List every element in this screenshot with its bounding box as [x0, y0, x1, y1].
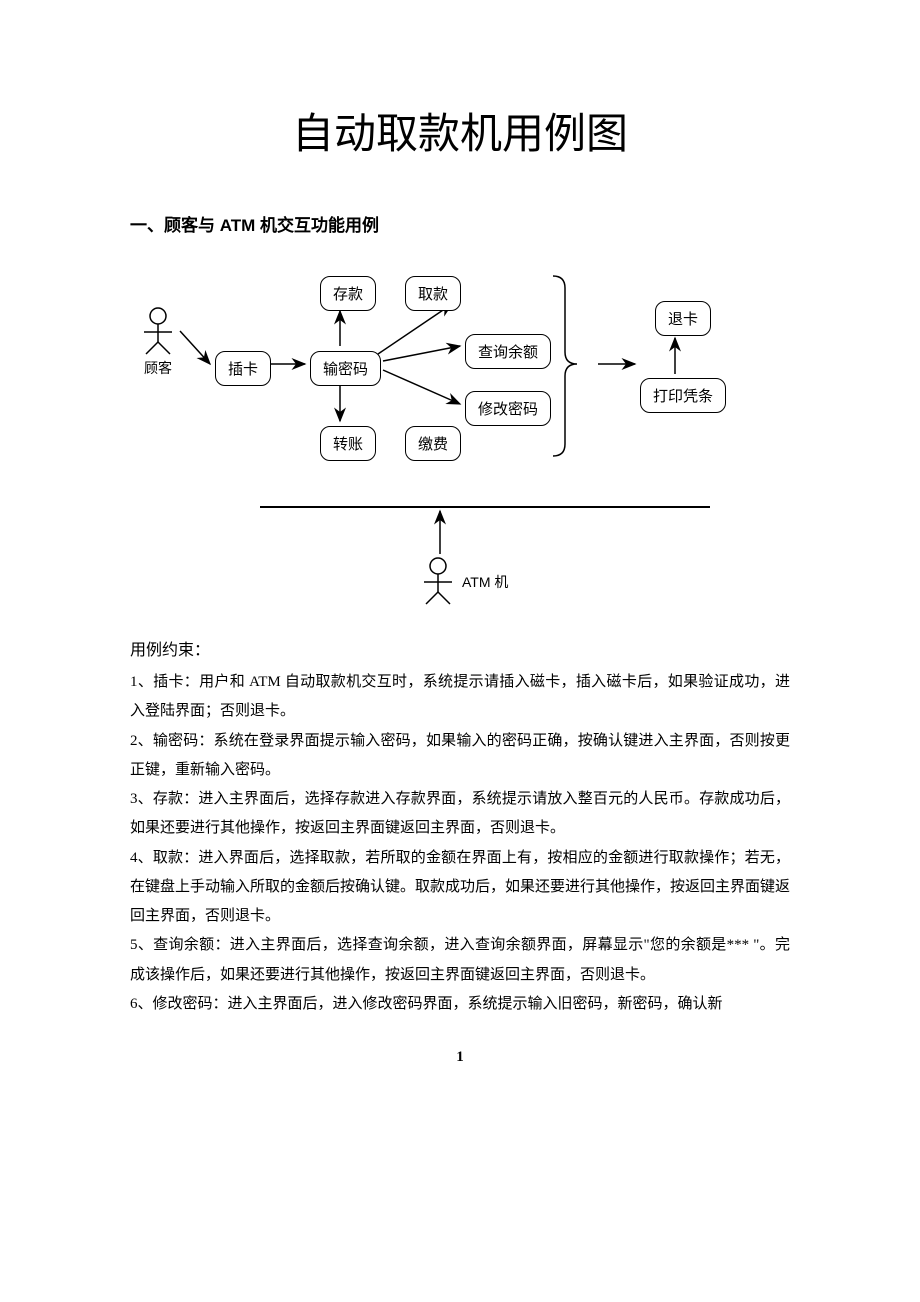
- actor-atm: ATM 机: [420, 556, 508, 606]
- horizontal-divider: [260, 506, 710, 508]
- node-withdraw: 取款: [405, 276, 461, 311]
- constraint-item: 4、取款：进入界面后，选择取款，若所取的金额在界面上有，按相应的金额进行取款操作…: [130, 844, 790, 932]
- edge-arrow: [378, 304, 452, 354]
- actor-label: ATM 机: [462, 572, 508, 592]
- page-number: 1: [130, 1049, 790, 1066]
- actor-label: 顾客: [140, 358, 176, 378]
- constraint-item: 6、修改密码：进入主界面后，进入修改密码界面，系统提示输入旧密码，新密码，确认新: [130, 990, 790, 1019]
- page-title: 自动取款机用例图: [130, 100, 790, 161]
- node-password: 输密码: [310, 351, 381, 386]
- actor-customer: 顾客: [140, 306, 176, 378]
- node-payment: 缴费: [405, 426, 461, 461]
- node-insert: 插卡: [215, 351, 271, 386]
- brace: [553, 276, 577, 456]
- node-transfer: 转账: [320, 426, 376, 461]
- constraint-item: 5、查询余额：进入主界面后，选择查询余额，进入查询余额界面，屏幕显示"您的余额是…: [130, 931, 790, 990]
- edge-arrow: [383, 370, 460, 404]
- node-deposit: 存款: [320, 276, 376, 311]
- constraints-list: 1、插卡：用户和 ATM 自动取款机交互时，系统提示请插入磁卡，插入磁卡后，如果…: [130, 668, 790, 1019]
- node-eject: 退卡: [655, 301, 711, 336]
- constraint-item: 1、插卡：用户和 ATM 自动取款机交互时，系统提示请插入磁卡，插入磁卡后，如果…: [130, 668, 790, 727]
- use-case-diagram: 插卡 输密码 存款取款查询余额修改密码转账缴费 退卡打印凭条 顾客 ATM 机: [130, 256, 790, 626]
- node-changepw: 修改密码: [465, 391, 551, 426]
- node-balance: 查询余额: [465, 334, 551, 369]
- edge-arrow: [180, 331, 210, 364]
- constraint-item: 3、存款：进入主界面后，选择存款进入存款界面，系统提示请放入整百元的人民币。存款…: [130, 785, 790, 844]
- constraints-heading: 用例约束：: [130, 636, 790, 660]
- node-print: 打印凭条: [640, 378, 726, 413]
- edge-arrow: [383, 346, 460, 361]
- constraint-item: 2、输密码：系统在登录界面提示输入密码，如果输入的密码正确，按确认键进入主界面，…: [130, 727, 790, 786]
- section-heading: 一、顾客与 ATM 机交互功能用例: [130, 211, 790, 236]
